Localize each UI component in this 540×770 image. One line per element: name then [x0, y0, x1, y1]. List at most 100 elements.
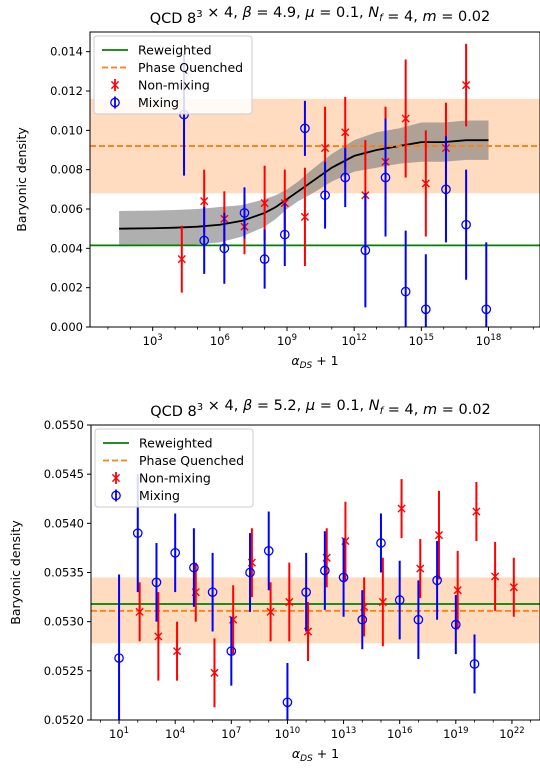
data-point: [320, 565, 330, 576]
data-point: [401, 114, 410, 123]
data-point: [360, 245, 371, 256]
data-point: [394, 595, 405, 605]
legend-label: Non-mixing: [138, 78, 210, 93]
y-tick-label: 0.0540: [44, 516, 84, 530]
y-tick-label: 0.006: [50, 202, 83, 216]
data-point: [260, 199, 269, 208]
legend-label: Reweighted: [139, 436, 213, 451]
plot-area: [91, 474, 540, 720]
legend-label: Mixing: [139, 488, 180, 503]
data-point: [441, 184, 451, 195]
x-tick-label: 106: [210, 333, 230, 348]
data-point: [170, 547, 181, 558]
legend: Reweighted Phase Quenched Non-mixing Mixing: [93, 35, 253, 115]
legend-label: Non-mixing: [139, 471, 211, 486]
data-point: [301, 587, 311, 598]
x-tick-label: 1019: [443, 726, 468, 741]
data-point: [154, 632, 163, 641]
x-tick-label: 103: [143, 333, 163, 348]
data-point: [340, 172, 351, 183]
data-point: [453, 586, 462, 595]
data-point: [226, 646, 237, 657]
data-point: [509, 583, 518, 592]
data-point: [285, 597, 294, 607]
data-point: [432, 575, 442, 586]
data-point: [420, 304, 431, 315]
data-point: [469, 659, 480, 669]
y-tick-label: 0.0545: [44, 467, 84, 481]
x-axis-label: αDS + 1: [292, 746, 339, 764]
data-point: [472, 507, 481, 516]
data-point: [320, 143, 330, 153]
y-tick-label: 0.012: [50, 84, 83, 98]
data-point: [199, 235, 210, 246]
x-tick-label: 104: [165, 726, 185, 741]
x-tick-label: 1015: [409, 333, 434, 348]
chart-title: QCD 83 × 4, β = 4.9, μ = 0.1, Nf = 4, m …: [150, 5, 491, 27]
data-point: [266, 607, 275, 616]
chart-title: QCD 83 × 4, β = 5.2, μ = 0.1, Nf = 4, m …: [150, 398, 491, 420]
data-point: [413, 614, 424, 625]
data-point: [357, 614, 368, 625]
y-tick-label: 0.0550: [44, 418, 84, 432]
data-point: [434, 531, 444, 540]
data-point: [263, 546, 274, 556]
fit-curve: [119, 139, 489, 230]
x-axis-label: αDS + 1: [291, 353, 338, 371]
data-point: [376, 538, 386, 548]
data-point: [320, 190, 330, 201]
data-point: [300, 123, 310, 134]
x-tick-label: 107: [221, 726, 241, 741]
data-point: [461, 219, 471, 230]
legend-label: Mixing: [138, 95, 179, 110]
y-tick-label: 0.0520: [44, 713, 84, 727]
data-point: [207, 587, 218, 598]
y-tick-label: 0.0525: [44, 664, 84, 678]
data-point: [338, 572, 349, 583]
data-point: [177, 255, 186, 264]
x-tick-label: 101: [109, 726, 129, 741]
data-point: [300, 212, 310, 221]
y-tick-label: 0.0530: [44, 615, 84, 629]
y-tick-label: 0.0535: [44, 566, 84, 580]
chart-panel-1: 0.000 0.002 0.004 0.006 0.008 0.010 0.012 0.014…: [14, 5, 540, 371]
data-point: [135, 607, 144, 616]
x-tick-label: 1016: [387, 726, 412, 741]
legend-label: Reweighted: [138, 43, 212, 58]
data-point: [151, 577, 162, 588]
data-point: [172, 647, 182, 656]
y-axis-label: Baryonic density: [14, 127, 29, 232]
axes-frame: [89, 31, 540, 328]
mixing-series: [114, 474, 480, 720]
y-tick-label: 0.004: [50, 241, 83, 255]
y-tick-label: 0.000: [50, 320, 83, 334]
data-point: [219, 243, 230, 254]
data-point: [200, 197, 209, 206]
plot-area: [90, 43, 540, 327]
y-tick-label: 0.002: [50, 281, 83, 295]
x-tick-label: 1018: [476, 333, 501, 348]
data-point: [481, 304, 492, 315]
mixing-series: [179, 53, 492, 327]
data-point: [282, 697, 293, 708]
fit-band: [119, 120, 489, 247]
y-tick-label: 0.014: [50, 45, 83, 59]
data-point: [462, 81, 471, 90]
data-point: [491, 572, 500, 581]
legend-label: Phase Quenched: [139, 453, 244, 468]
legend: Reweighted Phase Quenched Non-mixing Mixing: [94, 428, 254, 508]
legend-marker: [110, 80, 120, 90]
data-point: [279, 229, 290, 240]
data-point: [397, 504, 406, 513]
legend-marker: [111, 473, 121, 483]
legend-box: [93, 35, 253, 115]
x-tick-label: 1013: [331, 726, 356, 741]
x-tick-label: 1012: [341, 333, 366, 348]
y-tick-label: 0.010: [50, 123, 83, 137]
y-tick-label: 0.008: [50, 163, 83, 177]
data-point: [245, 567, 255, 578]
legend-marker: [111, 490, 121, 501]
legend-box: [94, 428, 254, 508]
data-point: [259, 254, 270, 264]
